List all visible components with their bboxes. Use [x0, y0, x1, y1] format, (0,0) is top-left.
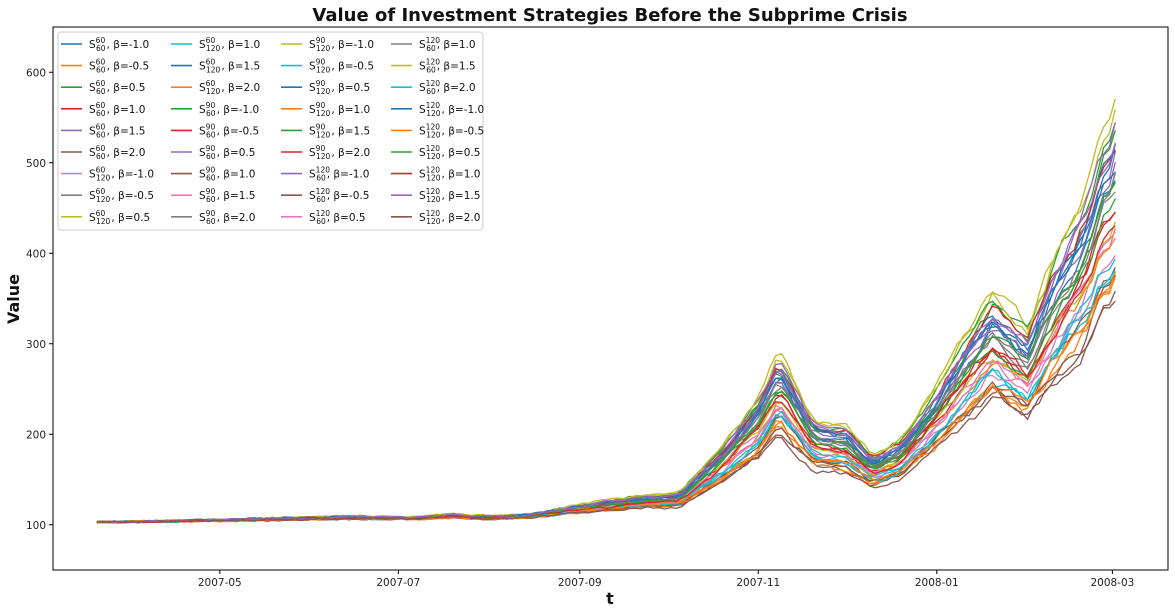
- legend-entry: S60 120, β=0.5: [89, 209, 150, 226]
- x-tick-label: 2007-07: [376, 577, 420, 589]
- legend: S60 60, β=-1.0 S60 60, β=-0.5 S60 60, β=0.5 S6…: [57, 31, 484, 231]
- chart-title: Value of Investment Strategies Before th…: [312, 5, 907, 26]
- legend-entry: S90 60, β=0.5: [199, 144, 255, 161]
- legend-entry: S90 60, β=1.5: [199, 187, 255, 204]
- y-tick-label: 200: [26, 429, 46, 441]
- legend-entry: S90 60, β=1.0: [199, 166, 255, 183]
- legend-entry: S120 60, β=-0.5: [309, 187, 369, 204]
- legend-entry: S120 120, β=2.0: [419, 209, 480, 226]
- y-tick-label: 600: [26, 67, 46, 79]
- y-tick-label: 400: [26, 248, 46, 260]
- legend-entry: S60 120, β=2.0: [199, 79, 260, 96]
- legend-entry: S60 60, β=0.5: [89, 79, 145, 96]
- legend-entry: S120 120, β=1.0: [419, 166, 480, 183]
- x-axis: 2007-05 2007-07 2007-09 2007-11 2008-01 2008-…: [198, 570, 1134, 589]
- legend-entry: S120 120, β=1.5: [419, 187, 480, 204]
- series-layer: [96, 98, 1116, 524]
- y-axis: 100 200 300 400 500 600: [26, 67, 53, 532]
- y-axis-label: Value: [4, 274, 23, 324]
- legend-entry: S60 120, β=1.0: [199, 36, 260, 53]
- series-line: [96, 142, 1116, 524]
- legend-entry: S120 60, β=-1.0: [309, 166, 369, 183]
- legend-entry: S120 120, β=0.5: [419, 144, 480, 161]
- legend-entry: S60 60, β=2.0: [89, 144, 145, 161]
- legend-entry: S60 120, β=-1.0: [89, 166, 154, 183]
- legend-entry: S60 120, β=-0.5: [89, 187, 154, 204]
- legend-entry: S60 60, β=1.0: [89, 101, 145, 118]
- legend-entry: S120 60, β=1.5: [419, 58, 476, 75]
- x-tick-label: 2008-01: [915, 577, 959, 589]
- legend-entry: S120 120, β=-0.5: [419, 122, 484, 139]
- legend-entry: S90 60, β=2.0: [199, 209, 255, 226]
- x-tick-label: 2008-03: [1090, 577, 1134, 589]
- legend-entry: S120 60, β=0.5: [309, 209, 366, 226]
- series-line: [96, 300, 1116, 524]
- legend-entry: S90 60, β=-1.0: [199, 101, 259, 118]
- legend-entry: S60 60, β=-0.5: [89, 58, 149, 75]
- legend-entry: S90 120, β=0.5: [309, 79, 370, 96]
- x-tick-label: 2007-05: [198, 577, 242, 589]
- legend-entry: S120 60, β=2.0: [419, 79, 476, 96]
- y-tick-label: 500: [26, 158, 46, 170]
- y-tick-label: 100: [26, 520, 46, 532]
- legend-entry: S60 60, β=-1.0: [89, 36, 149, 53]
- legend-entry: S90 120, β=1.0: [309, 101, 370, 118]
- legend-entry: S90 120, β=2.0: [309, 144, 370, 161]
- legend-entry: S60 120, β=1.5: [199, 58, 260, 75]
- legend-entry: S90 60, β=-0.5: [199, 122, 259, 139]
- x-tick-label: 2007-09: [558, 577, 602, 589]
- legend-entry: S60 60, β=1.5: [89, 122, 145, 139]
- x-tick-label: 2007-11: [736, 577, 780, 589]
- legend-entry: S120 120, β=-1.0: [419, 101, 484, 118]
- y-tick-label: 300: [26, 339, 46, 351]
- legend-entry: S120 60, β=1.0: [419, 36, 476, 53]
- x-axis-label: t: [606, 589, 614, 608]
- plot-frame: [52, 26, 1169, 571]
- legend-entry: S90 120, β=-0.5: [309, 58, 374, 75]
- legend-box: [57, 31, 484, 231]
- legend-entry: S90 120, β=1.5: [309, 122, 370, 139]
- legend-entry: S90 120, β=-1.0: [309, 36, 374, 53]
